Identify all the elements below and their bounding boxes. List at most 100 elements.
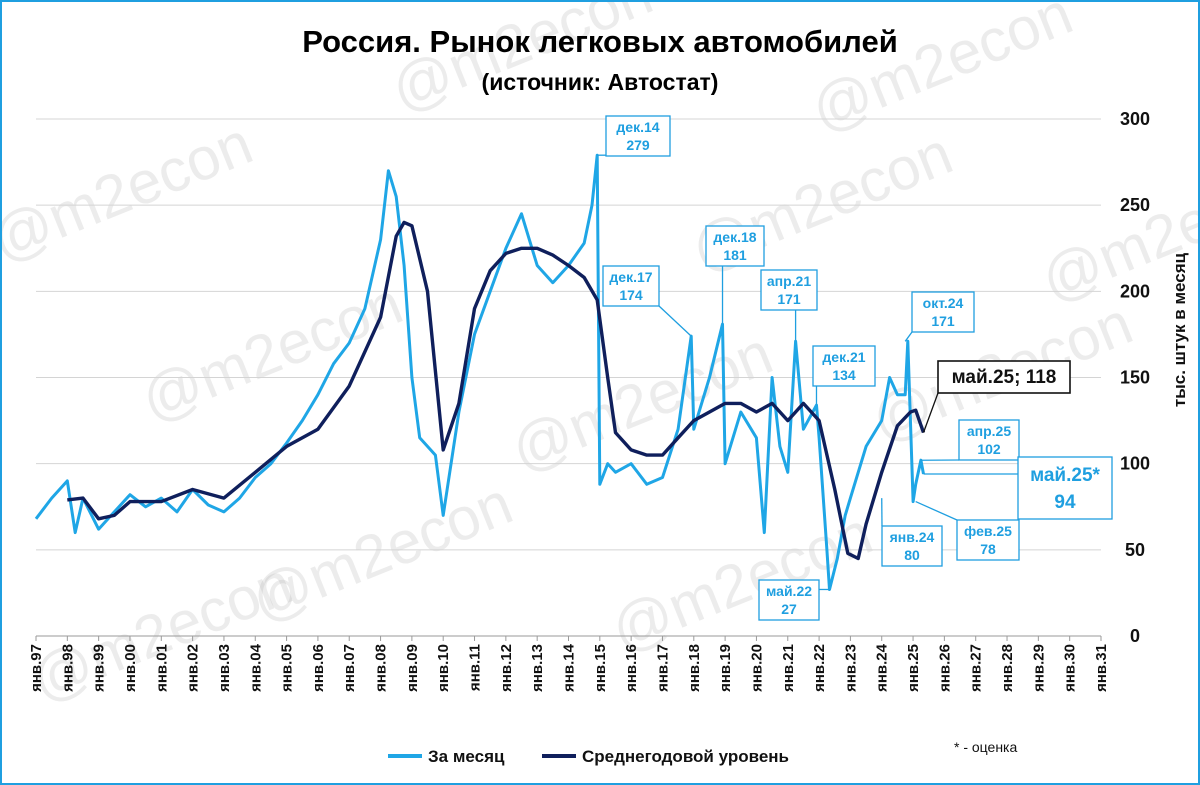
x-tick-label-29: янв.26: [936, 644, 953, 692]
y-tick-label-2: 100: [1120, 454, 1150, 474]
callout-value-7: 171: [931, 313, 955, 329]
x-tick-label-31: янв.28: [999, 644, 1016, 692]
callout-label-7: окт.24: [923, 295, 964, 311]
callout-5: май.22 27: [758, 579, 830, 621]
y-axis-label: тыс. штук в месяц: [1170, 252, 1189, 407]
callout-value-3: 171: [777, 291, 801, 307]
legend-label-annual-average: Среднегодовой уровень: [582, 747, 789, 766]
callout-1: дек.17 174: [602, 265, 692, 337]
x-tick-label-11: янв.08: [373, 644, 390, 692]
callout-label-2: дек.18: [713, 229, 756, 245]
x-tick-label-7: янв.04: [247, 643, 264, 692]
callout-box-7: [911, 291, 975, 333]
callout-leader-8: [915, 500, 958, 521]
callout-10: май.25* 94: [923, 456, 1113, 520]
callout-leader-7: [904, 331, 913, 342]
callout-label-9: апр.25: [967, 423, 1011, 439]
x-tick-label-4: янв.01: [153, 644, 170, 692]
callout-box-4: [812, 345, 876, 387]
y-tick-label-6: 300: [1120, 109, 1150, 129]
callout-11: май.25; 118: [922, 360, 1071, 433]
callout-box-9: [958, 419, 1020, 461]
x-tick-label-28: янв.25: [905, 644, 922, 692]
legend-label-monthly: За месяц: [428, 747, 505, 766]
y-tick-label-1: 50: [1125, 540, 1145, 560]
watermark-2: @m2econ: [382, 2, 661, 124]
y-tick-label-5: 250: [1120, 195, 1150, 215]
callout-0: дек.14 279: [597, 115, 671, 157]
annotations: дек.14 279 дек.17 174 дек.18 181 апр.21 171 дек.…: [597, 115, 1113, 621]
callout-box-5: [758, 579, 820, 621]
x-tick-label-16: янв.13: [529, 644, 546, 692]
x-tick-label-32: янв.29: [1030, 644, 1047, 692]
callout-box-10: [1017, 456, 1113, 520]
callout-label-0: дек.14: [616, 119, 659, 135]
series-line-monthly: [34, 153, 925, 591]
callout-8: фев.25 78: [915, 500, 1020, 561]
x-tick-label-22: янв.19: [717, 644, 734, 692]
y-axis-ticks: 0 50 100 150 200 250 300: [1120, 109, 1150, 646]
callout-value-0: 279: [626, 137, 650, 153]
callout-value-10: 94: [1054, 492, 1076, 513]
callout-value-9: 102: [977, 441, 1001, 457]
callout-value-4: 134: [832, 367, 856, 383]
x-tick-label-9: янв.06: [310, 644, 327, 692]
x-tick-label-17: янв.14: [561, 643, 578, 692]
callout-label-1: дек.17: [609, 269, 652, 285]
callout-label-5: май.22: [766, 583, 812, 599]
x-tick-label-2: янв.99: [91, 644, 108, 692]
callout-label-4: дек.21: [822, 349, 865, 365]
series-line-annual-average: [67, 220, 926, 561]
x-tick-label-18: янв.15: [592, 644, 609, 692]
x-tick-label-23: янв.20: [748, 644, 765, 692]
y-tick-label-3: 150: [1120, 368, 1150, 388]
legend: За месяц Среднегодовой уровень: [388, 747, 789, 766]
x-tick-label-0: янв.97: [28, 644, 45, 692]
watermark-0: @m2econ: [2, 109, 261, 274]
x-tick-label-21: янв.18: [686, 644, 703, 692]
callout-box-0: [605, 115, 671, 157]
x-tick-label-5: янв.02: [185, 644, 202, 692]
callout-box-3: [760, 269, 818, 311]
watermark-6: @m2econ: [502, 319, 781, 484]
x-tick-label-12: янв.09: [404, 644, 421, 692]
callout-label-10: май.25*: [1030, 465, 1100, 486]
callout-4: дек.21 134: [812, 345, 876, 406]
x-tick-label-13: янв.10: [435, 644, 452, 692]
callout-value-2: 181: [723, 247, 747, 263]
callout-value-8: 78: [980, 541, 996, 557]
callout-2: дек.18 181: [705, 225, 765, 325]
callout-leader-1: [658, 305, 692, 337]
y-tick-label-4: 200: [1120, 281, 1150, 301]
callout-7: окт.24 171: [904, 291, 975, 342]
callout-leader-11: [922, 392, 939, 433]
callout-label-11: май.25; 118: [952, 367, 1057, 388]
chart-title: Россия. Рынок легковых автомобилей: [302, 24, 898, 59]
x-tick-label-26: янв.23: [842, 644, 859, 692]
x-tick-label-15: янв.12: [498, 644, 515, 692]
callout-label-8: фев.25: [964, 523, 1012, 539]
callout-box-2: [705, 225, 765, 267]
chart-subtitle: (источник: Автостат): [482, 69, 719, 95]
x-tick-label-25: янв.22: [811, 644, 828, 692]
x-tick-label-19: янв.16: [623, 644, 640, 692]
footnote: * - оценка: [954, 739, 1017, 755]
x-tick-label-20: янв.17: [654, 644, 671, 692]
callout-label-3: апр.21: [767, 273, 811, 289]
x-tick-label-8: янв.05: [279, 644, 296, 692]
callout-9: апр.25 102: [920, 419, 1020, 461]
x-tick-label-30: янв.27: [968, 644, 985, 692]
x-tick-label-14: янв.11: [467, 644, 484, 691]
x-tick-label-1: янв.98: [59, 644, 76, 692]
watermark-7: @m2econ: [602, 499, 881, 664]
x-tick-label-33: янв.30: [1062, 644, 1079, 692]
callout-value-6: 80: [904, 547, 920, 563]
x-tick-label-27: янв.24: [874, 643, 891, 692]
callout-box-11: [937, 360, 1071, 394]
callout-box-6: [881, 525, 943, 567]
x-tick-label-3: янв.00: [122, 644, 139, 692]
callout-3: апр.21 171: [760, 269, 818, 342]
x-tick-label-10: янв.07: [341, 644, 358, 692]
callout-value-1: 174: [619, 287, 643, 303]
